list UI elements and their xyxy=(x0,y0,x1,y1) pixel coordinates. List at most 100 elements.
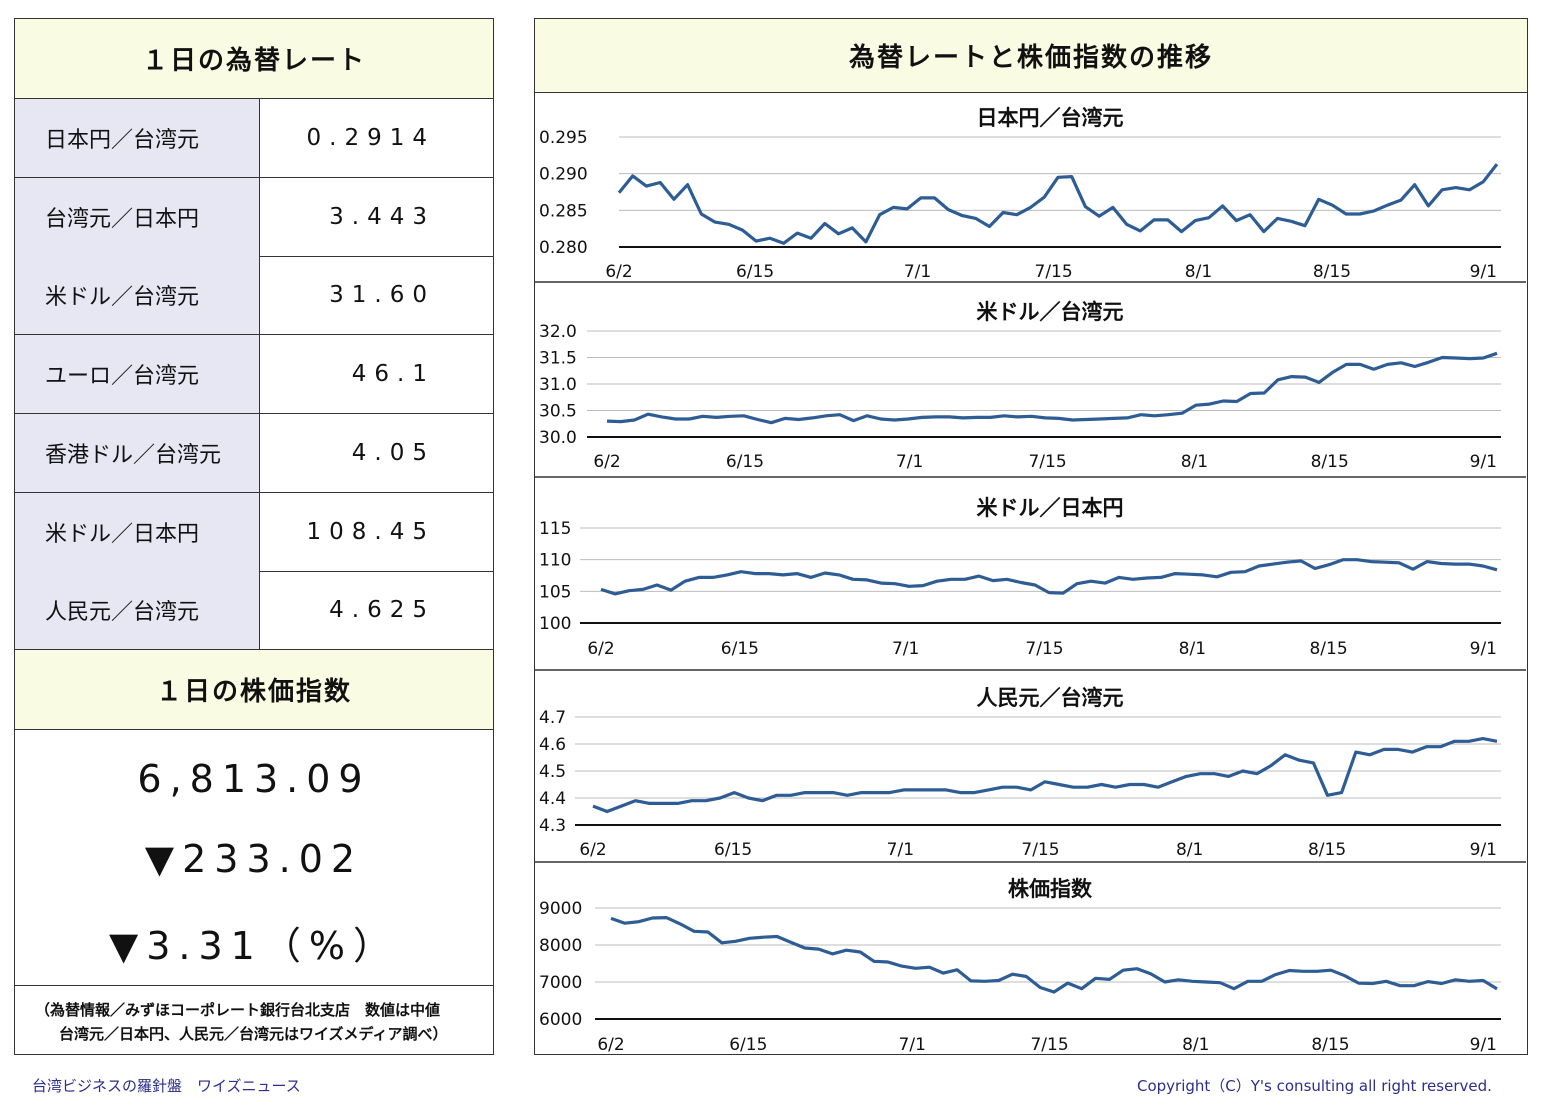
stock-index-change-percent: ▼3.31（%） xyxy=(109,924,399,968)
x-tick-label: 8/15 xyxy=(1308,840,1346,860)
y-tick-label: 32.0 xyxy=(539,322,577,342)
series-line xyxy=(617,163,1499,245)
x-tick-label: 9/1 xyxy=(1470,452,1497,472)
x-tick-label: 7/15 xyxy=(1035,262,1073,282)
x-tick-label: 9/1 xyxy=(1470,1035,1497,1053)
y-tick-label: 4.3 xyxy=(539,816,566,836)
x-tick-label: 8/15 xyxy=(1309,639,1347,659)
y-tick-label: 8000 xyxy=(539,936,582,956)
rate-label: 台湾元／日本円 xyxy=(15,177,260,256)
y-tick-label: 30.5 xyxy=(539,402,577,422)
x-tick-label: 6/2 xyxy=(597,1035,624,1053)
x-tick-label: 8/1 xyxy=(1181,452,1208,472)
x-tick-label: 8/1 xyxy=(1176,840,1203,860)
x-tick-label: 7/1 xyxy=(892,639,919,659)
rate-value: 3.443 xyxy=(329,203,435,230)
x-tick-label: 8/15 xyxy=(1311,1035,1349,1053)
series-line xyxy=(606,351,1498,425)
chart-title: 米ドル／日本円 xyxy=(977,496,1124,520)
x-tick-label: 9/1 xyxy=(1470,840,1497,860)
y-tick-label: 0.290 xyxy=(539,165,588,185)
x-tick-label: 9/1 xyxy=(1470,639,1497,659)
y-tick-label: 4.4 xyxy=(539,789,566,809)
x-tick-label: 6/2 xyxy=(587,639,614,659)
rate-row: 米ドル／日本円 108.45 xyxy=(15,492,493,572)
trend-charts: 日本円／台湾元 0.280 0.285 0.290 0.295 6/2 6/15 7/1 7/1… xyxy=(535,106,1526,1053)
chart-title: 米ドル／台湾元 xyxy=(977,300,1124,324)
rate-label: 人民元／台湾元 xyxy=(15,571,260,650)
x-tick-label: 6/15 xyxy=(726,452,764,472)
y-tick-label: 7000 xyxy=(539,973,582,993)
y-tick-label: 0.295 xyxy=(539,128,588,148)
y-tick-label: 31.0 xyxy=(539,375,577,395)
x-tick-label: 6/15 xyxy=(736,262,774,282)
y-tick-label: 4.7 xyxy=(539,708,566,728)
y-tick-label: 100 xyxy=(539,614,571,634)
x-tick-label: 8/1 xyxy=(1182,1035,1209,1053)
source-note: （為替情報／みずほコーポレート銀行台北支店 数値は中値 台湾元／日本円、人民元／… xyxy=(15,985,493,1055)
series-line xyxy=(592,736,1498,814)
y-tick-label: 4.5 xyxy=(539,762,566,782)
chart-title: 人民元／台湾元 xyxy=(977,686,1124,710)
y-tick-label: 0.285 xyxy=(539,201,588,221)
y-tick-label: 0.280 xyxy=(539,238,588,258)
rate-value: 4.625 xyxy=(329,597,435,624)
x-tick-label: 7/15 xyxy=(1025,639,1063,659)
x-tick-label: 6/2 xyxy=(605,262,632,282)
rate-row: 台湾元／日本円 3.443 xyxy=(15,177,493,257)
chart-panel-title: 為替レートと株価指数の推移 xyxy=(535,19,1527,93)
rate-value: 31.60 xyxy=(329,282,435,309)
series-line xyxy=(610,915,1498,994)
source-note-line-2: 台湾元／日本円、人民元／台湾元はワイズメディア調べ） xyxy=(59,1025,448,1043)
y-tick-label: 110 xyxy=(539,551,571,571)
x-tick-label: 7/1 xyxy=(904,262,931,282)
x-tick-label: 6/2 xyxy=(593,452,620,472)
y-tick-label: 9000 xyxy=(539,899,582,919)
rate-value: 0.2914 xyxy=(306,125,435,151)
x-tick-label: 7/1 xyxy=(896,452,923,472)
y-tick-label: 31.5 xyxy=(539,349,577,369)
x-tick-label: 7/15 xyxy=(1021,840,1059,860)
x-tick-label: 9/1 xyxy=(1470,262,1497,282)
y-tick-label: 4.6 xyxy=(539,735,566,755)
daily-rate-panel: １日の為替レート 日本円／台湾元 0.2914 台湾元／日本円 3.443 米ドル／台湾… xyxy=(14,18,494,1055)
rate-value: 108.45 xyxy=(306,518,435,545)
footer-copyright: Copyright（C）Y's consulting all right res… xyxy=(1137,1077,1492,1095)
x-tick-label: 6/15 xyxy=(729,1035,767,1053)
x-tick-label: 7/1 xyxy=(899,1035,926,1053)
rate-value: 4.05 xyxy=(351,439,435,466)
rate-row: 香港ドル／台湾元 4.05 xyxy=(15,413,493,493)
x-tick-label: 6/2 xyxy=(579,840,606,860)
rate-label: 香港ドル／台湾元 xyxy=(15,413,260,492)
rate-label: ユーロ／台湾元 xyxy=(15,335,260,414)
y-tick-label: 105 xyxy=(539,582,571,602)
x-tick-label: 7/15 xyxy=(1028,452,1066,472)
stock-index-value: 6,813.09 xyxy=(137,757,371,801)
x-tick-label: 6/15 xyxy=(721,639,759,659)
y-tick-label: 30.0 xyxy=(539,428,577,448)
x-tick-label: 8/1 xyxy=(1179,639,1206,659)
y-tick-label: 115 xyxy=(539,519,571,539)
x-tick-label: 8/1 xyxy=(1185,262,1212,282)
x-tick-label: 6/15 xyxy=(714,840,752,860)
rate-label: 日本円／台湾元 xyxy=(15,99,260,177)
rate-row: ユーロ／台湾元 46.1 xyxy=(15,335,493,415)
x-tick-label: 8/15 xyxy=(1311,452,1349,472)
chart-title: 日本円／台湾元 xyxy=(977,106,1124,130)
trend-chart-panel: 為替レートと株価指数の推移 日本円／台湾元 0.280 0.285 0.290 0.29… xyxy=(534,18,1528,1055)
stock-panel-title: １日の株価指数 xyxy=(15,650,493,730)
rate-panel-title: １日の為替レート xyxy=(15,19,493,99)
rate-label: 米ドル／日本円 xyxy=(15,492,260,571)
source-note-line-1: （為替情報／みずほコーポレート銀行台北支店 数値は中値 xyxy=(35,1001,441,1019)
x-tick-label: 7/15 xyxy=(1030,1035,1068,1053)
y-tick-label: 6000 xyxy=(539,1010,582,1030)
rate-row: 米ドル／台湾元 31.60 xyxy=(15,256,493,336)
x-tick-label: 7/1 xyxy=(887,840,914,860)
x-tick-label: 8/15 xyxy=(1313,262,1351,282)
series-line xyxy=(600,558,1498,596)
footer-brand: 台湾ビジネスの羅針盤 ワイズニュース xyxy=(32,1077,301,1095)
rate-row: 人民元／台湾元 4.625 xyxy=(15,571,493,651)
rate-label: 米ドル／台湾元 xyxy=(15,256,260,335)
rate-value: 46.1 xyxy=(351,361,435,388)
rate-row: 日本円／台湾元 0.2914 xyxy=(15,99,493,178)
